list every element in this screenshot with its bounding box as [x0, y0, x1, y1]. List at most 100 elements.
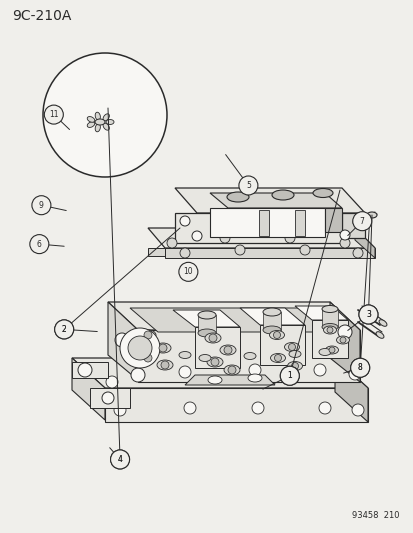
Ellipse shape [321, 324, 337, 330]
Polygon shape [108, 302, 359, 330]
Polygon shape [185, 375, 274, 385]
Text: 11: 11 [49, 110, 58, 119]
Text: 3: 3 [365, 310, 370, 319]
Ellipse shape [226, 192, 248, 202]
Circle shape [238, 176, 257, 195]
Text: 9: 9 [39, 201, 44, 209]
Circle shape [43, 53, 166, 177]
Circle shape [110, 450, 129, 469]
Ellipse shape [271, 190, 293, 200]
Text: 1: 1 [287, 372, 292, 380]
Circle shape [339, 230, 349, 240]
Ellipse shape [269, 330, 284, 340]
Circle shape [114, 404, 126, 416]
Circle shape [32, 196, 51, 215]
Ellipse shape [262, 308, 280, 316]
Circle shape [352, 212, 371, 231]
Circle shape [120, 328, 159, 368]
Circle shape [299, 245, 309, 255]
Circle shape [280, 366, 299, 385]
Ellipse shape [247, 374, 261, 382]
Polygon shape [72, 362, 108, 378]
Text: 8: 8 [357, 364, 362, 372]
Circle shape [280, 366, 299, 385]
Polygon shape [90, 388, 130, 408]
Circle shape [358, 305, 377, 324]
Circle shape [144, 331, 152, 339]
Polygon shape [341, 213, 364, 238]
Circle shape [110, 450, 129, 469]
Circle shape [274, 354, 281, 361]
Circle shape [180, 216, 190, 226]
Polygon shape [334, 358, 367, 422]
Circle shape [350, 358, 369, 377]
Polygon shape [72, 358, 367, 388]
Circle shape [291, 362, 298, 369]
Text: 4: 4 [117, 455, 122, 464]
Circle shape [131, 368, 145, 382]
Polygon shape [294, 306, 347, 320]
Ellipse shape [282, 372, 296, 380]
Polygon shape [147, 228, 374, 248]
Circle shape [55, 320, 74, 339]
Ellipse shape [95, 119, 105, 125]
Ellipse shape [207, 376, 221, 384]
Text: 5: 5 [245, 181, 250, 190]
Circle shape [252, 402, 263, 414]
Polygon shape [311, 320, 347, 358]
Circle shape [192, 231, 202, 241]
Polygon shape [130, 308, 344, 332]
Ellipse shape [206, 357, 223, 367]
Circle shape [350, 361, 364, 375]
Text: 3: 3 [365, 310, 370, 319]
Circle shape [219, 233, 230, 243]
Circle shape [318, 402, 330, 414]
Ellipse shape [243, 352, 255, 359]
Circle shape [235, 245, 244, 255]
Polygon shape [197, 315, 216, 333]
Circle shape [211, 358, 218, 366]
Ellipse shape [154, 343, 171, 353]
Ellipse shape [284, 343, 299, 351]
Ellipse shape [95, 124, 100, 132]
Ellipse shape [197, 311, 216, 319]
Circle shape [223, 346, 231, 354]
Polygon shape [354, 228, 374, 258]
Polygon shape [147, 248, 165, 256]
Text: 93458  210: 93458 210 [351, 511, 399, 520]
Text: 7: 7 [359, 217, 364, 225]
Text: 10: 10 [183, 268, 193, 276]
Circle shape [339, 238, 349, 248]
Circle shape [183, 402, 195, 414]
Text: 9C-210A: 9C-210A [12, 9, 71, 23]
Circle shape [30, 235, 49, 254]
Polygon shape [72, 358, 105, 420]
Ellipse shape [321, 305, 337, 312]
Circle shape [78, 363, 92, 377]
Polygon shape [294, 210, 304, 236]
Ellipse shape [95, 112, 100, 120]
Ellipse shape [223, 365, 240, 375]
Circle shape [273, 332, 280, 338]
Ellipse shape [103, 123, 109, 130]
Ellipse shape [103, 114, 109, 121]
Polygon shape [259, 325, 304, 365]
Polygon shape [259, 210, 268, 236]
Polygon shape [105, 388, 367, 422]
Polygon shape [209, 193, 341, 208]
Circle shape [328, 347, 334, 353]
Circle shape [180, 248, 190, 258]
Text: 1: 1 [287, 372, 292, 380]
Circle shape [248, 364, 260, 376]
Circle shape [55, 320, 74, 339]
Ellipse shape [375, 332, 383, 338]
Ellipse shape [87, 117, 95, 122]
Polygon shape [240, 308, 304, 325]
Polygon shape [175, 213, 341, 243]
Circle shape [178, 262, 197, 281]
Circle shape [313, 364, 325, 376]
Circle shape [106, 376, 118, 388]
Polygon shape [321, 309, 337, 327]
Text: 8: 8 [357, 364, 362, 372]
Ellipse shape [197, 329, 216, 337]
